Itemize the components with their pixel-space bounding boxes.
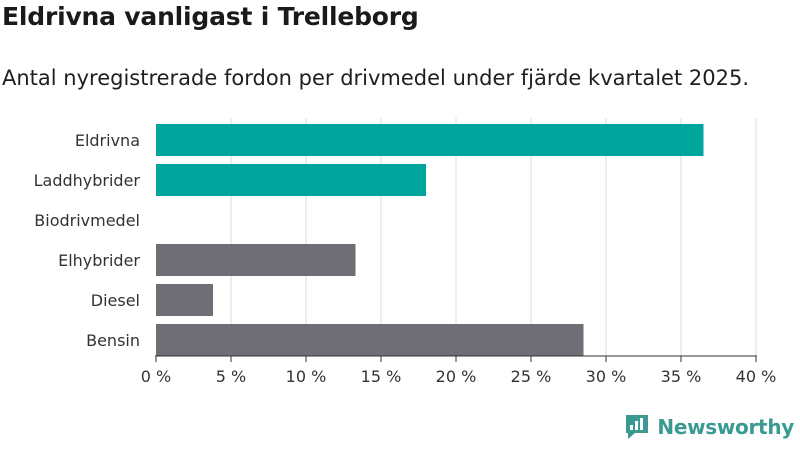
brand-name: Newsworthy	[657, 415, 794, 439]
tick-label-30: 30 %	[586, 367, 627, 386]
tick-label-0: 0 %	[141, 367, 171, 386]
tick-label-20: 20 %	[436, 367, 477, 386]
category-label-diesel: Diesel	[91, 291, 140, 310]
bar-elhybrider	[156, 244, 356, 276]
category-label-laddhybrider: Laddhybrider	[34, 171, 141, 190]
gridlines	[230, 118, 757, 356]
bar-laddhybrider	[156, 164, 426, 196]
newsworthy-logo-icon	[626, 415, 649, 439]
tick-label-40: 40 %	[736, 367, 777, 386]
category-labels: Eldrivna Laddhybrider Biodrivmedel Elhybrid…	[34, 131, 141, 350]
tick-label-25: 25 %	[511, 367, 552, 386]
x-axis-ticks: 0 % 5 % 10 % 15 % 20 % 25 % 30 % 35 % 40 %	[141, 356, 777, 386]
chart-title: Eldrivna vanligast i Trelleborg	[2, 2, 419, 31]
tick-label-15: 15 %	[361, 367, 402, 386]
tick-label-35: 35 %	[661, 367, 702, 386]
newsworthy-logo: Newsworthy	[623, 412, 794, 442]
bar-eldrivna	[156, 124, 704, 156]
category-label-elhybrider: Elhybrider	[58, 251, 140, 270]
bar-diesel	[156, 284, 213, 316]
tick-label-10: 10 %	[286, 367, 327, 386]
bars	[156, 124, 704, 356]
tick-label-5: 5 %	[216, 367, 246, 386]
chart-subtitle: Antal nyregistrerade fordon per drivmede…	[2, 66, 750, 90]
category-label-biodrivmedel: Biodrivmedel	[34, 211, 140, 230]
category-label-bensin: Bensin	[86, 331, 140, 350]
bar-bensin	[156, 324, 584, 356]
category-label-eldrivna: Eldrivna	[75, 131, 140, 150]
